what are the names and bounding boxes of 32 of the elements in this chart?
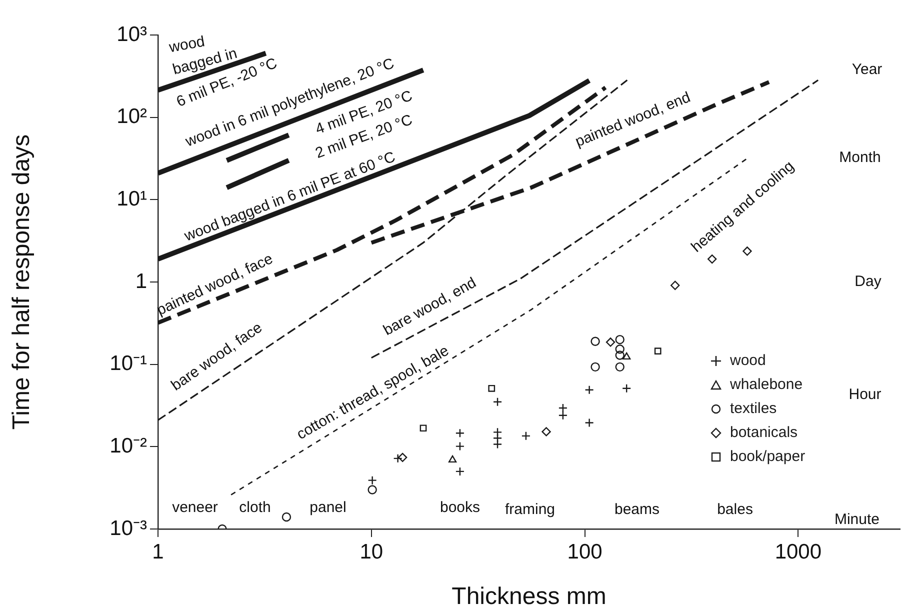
annotation: panel xyxy=(310,499,346,516)
y-tick-label: 1 xyxy=(135,270,147,293)
legend-label: whalebone xyxy=(730,375,803,395)
x-tick-label: 10 xyxy=(360,540,384,564)
annotation: Day xyxy=(854,273,882,290)
y-tick-label: 10² xyxy=(116,105,147,128)
y-tick-label: 10⁻² xyxy=(110,434,147,458)
y-tick-label: 10¹ xyxy=(116,187,147,210)
y-tick-label: 10³ xyxy=(116,22,147,46)
y-tick-label: 10⁻³ xyxy=(110,516,147,540)
x-axis-title: Thickness mm xyxy=(452,583,606,610)
annotation: beams xyxy=(614,501,660,518)
annotation: veneer xyxy=(172,499,218,516)
y-tick-label: 10⁻¹ xyxy=(110,352,147,376)
annotation: books xyxy=(440,499,480,516)
annotation: Hour xyxy=(848,386,882,404)
annotation: bare wood, end xyxy=(380,274,480,340)
x-tick-label: 1000 xyxy=(774,540,822,564)
x-tick-label: 100 xyxy=(567,540,602,564)
annotation: Month xyxy=(839,149,881,166)
legend-label: book/paper xyxy=(730,447,806,467)
legend-label: textiles xyxy=(730,399,777,419)
legend-label: botanicals xyxy=(730,423,798,443)
legend-label: wood xyxy=(730,351,766,371)
y-axis-title: Time for half response days xyxy=(8,134,36,430)
annotation: Year xyxy=(852,61,882,78)
annotation: bales xyxy=(717,501,753,518)
x-tick-label: 1 xyxy=(152,540,164,564)
annotation: cloth xyxy=(239,499,271,516)
annotation: framing xyxy=(504,501,556,518)
annotation: wood xyxy=(166,33,206,56)
annotation: Minute xyxy=(834,511,880,528)
